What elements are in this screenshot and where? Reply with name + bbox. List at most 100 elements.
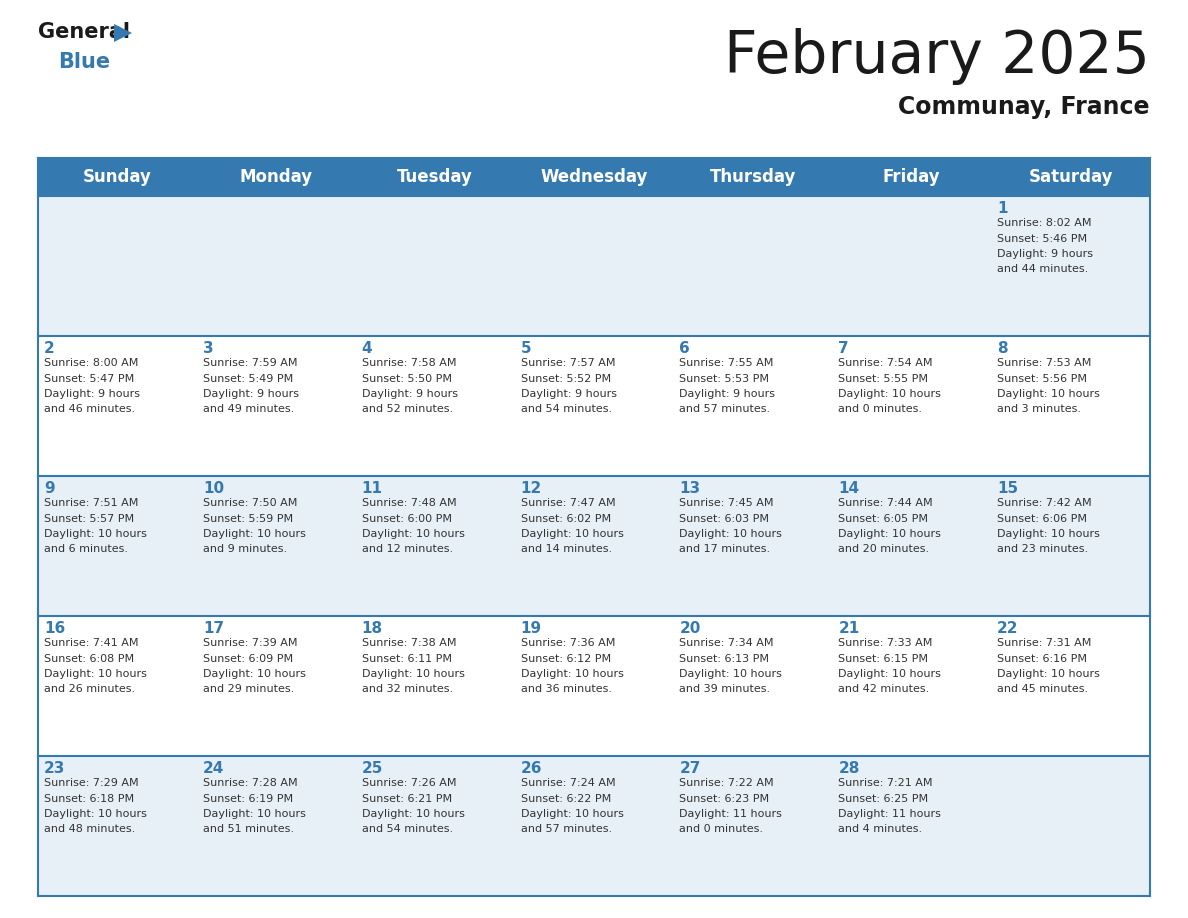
Text: and 54 minutes.: and 54 minutes. — [520, 405, 612, 415]
Text: 27: 27 — [680, 761, 701, 776]
Text: Daylight: 10 hours: Daylight: 10 hours — [520, 809, 624, 819]
Text: Daylight: 10 hours: Daylight: 10 hours — [997, 389, 1100, 399]
Bar — [833, 476, 991, 616]
Text: Sunset: 5:53 PM: Sunset: 5:53 PM — [680, 374, 770, 384]
Text: Daylight: 10 hours: Daylight: 10 hours — [203, 809, 305, 819]
Bar — [197, 476, 355, 616]
Bar — [197, 336, 355, 476]
Bar — [38, 756, 197, 896]
Bar — [514, 336, 674, 476]
Text: 8: 8 — [997, 341, 1007, 356]
Text: Sunset: 5:55 PM: Sunset: 5:55 PM — [839, 374, 928, 384]
Text: Daylight: 10 hours: Daylight: 10 hours — [44, 669, 147, 679]
Text: and 0 minutes.: and 0 minutes. — [680, 824, 764, 834]
Text: Sunrise: 7:34 AM: Sunrise: 7:34 AM — [680, 638, 773, 648]
Text: Sunset: 6:02 PM: Sunset: 6:02 PM — [520, 513, 611, 523]
Text: and 12 minutes.: and 12 minutes. — [361, 544, 453, 554]
Text: Sunrise: 7:58 AM: Sunrise: 7:58 AM — [361, 358, 456, 368]
Text: and 57 minutes.: and 57 minutes. — [520, 824, 612, 834]
Text: Sunday: Sunday — [83, 168, 152, 186]
Text: Sunset: 5:56 PM: Sunset: 5:56 PM — [997, 374, 1087, 384]
Text: Sunrise: 7:54 AM: Sunrise: 7:54 AM — [839, 358, 933, 368]
Text: Sunset: 5:50 PM: Sunset: 5:50 PM — [361, 374, 451, 384]
Text: and 9 minutes.: and 9 minutes. — [203, 544, 287, 554]
Text: Sunset: 5:47 PM: Sunset: 5:47 PM — [44, 374, 134, 384]
Text: Daylight: 10 hours: Daylight: 10 hours — [361, 809, 465, 819]
Text: Daylight: 10 hours: Daylight: 10 hours — [997, 669, 1100, 679]
Text: Sunset: 6:15 PM: Sunset: 6:15 PM — [839, 654, 928, 664]
Text: Sunset: 6:16 PM: Sunset: 6:16 PM — [997, 654, 1087, 664]
Bar — [833, 616, 991, 756]
Text: Sunset: 6:11 PM: Sunset: 6:11 PM — [361, 654, 451, 664]
Text: Friday: Friday — [883, 168, 941, 186]
Text: and 42 minutes.: and 42 minutes. — [839, 685, 929, 695]
Bar — [674, 756, 833, 896]
Bar — [833, 756, 991, 896]
Text: Sunrise: 7:22 AM: Sunrise: 7:22 AM — [680, 778, 775, 788]
Text: Sunrise: 7:42 AM: Sunrise: 7:42 AM — [997, 498, 1092, 508]
Text: and 32 minutes.: and 32 minutes. — [361, 685, 453, 695]
Text: and 17 minutes.: and 17 minutes. — [680, 544, 771, 554]
Text: Sunset: 5:46 PM: Sunset: 5:46 PM — [997, 233, 1087, 243]
Text: Daylight: 9 hours: Daylight: 9 hours — [680, 389, 776, 399]
Text: Daylight: 9 hours: Daylight: 9 hours — [361, 389, 457, 399]
Text: and 52 minutes.: and 52 minutes. — [361, 405, 453, 415]
Text: 16: 16 — [44, 621, 65, 636]
Bar — [514, 616, 674, 756]
Bar — [674, 196, 833, 336]
Text: 19: 19 — [520, 621, 542, 636]
Text: Daylight: 10 hours: Daylight: 10 hours — [44, 529, 147, 539]
Text: Daylight: 11 hours: Daylight: 11 hours — [839, 809, 941, 819]
Text: Communay, France: Communay, France — [898, 95, 1150, 119]
Bar — [197, 756, 355, 896]
Text: Sunset: 6:18 PM: Sunset: 6:18 PM — [44, 793, 134, 803]
Text: Sunset: 6:03 PM: Sunset: 6:03 PM — [680, 513, 770, 523]
Text: Sunrise: 7:21 AM: Sunrise: 7:21 AM — [839, 778, 933, 788]
Bar — [991, 336, 1150, 476]
Bar — [197, 196, 355, 336]
Text: and 4 minutes.: and 4 minutes. — [839, 824, 922, 834]
Text: 6: 6 — [680, 341, 690, 356]
Text: Sunset: 6:06 PM: Sunset: 6:06 PM — [997, 513, 1087, 523]
Text: and 3 minutes.: and 3 minutes. — [997, 405, 1081, 415]
Text: 2: 2 — [44, 341, 55, 356]
Text: Daylight: 10 hours: Daylight: 10 hours — [680, 529, 783, 539]
Text: 12: 12 — [520, 481, 542, 496]
Text: 24: 24 — [203, 761, 225, 776]
Text: Tuesday: Tuesday — [397, 168, 473, 186]
Text: 11: 11 — [361, 481, 383, 496]
Text: Sunrise: 7:39 AM: Sunrise: 7:39 AM — [203, 638, 297, 648]
Text: Saturday: Saturday — [1029, 168, 1113, 186]
Bar — [355, 336, 514, 476]
Text: Daylight: 9 hours: Daylight: 9 hours — [997, 249, 1093, 259]
Text: 4: 4 — [361, 341, 372, 356]
Text: 22: 22 — [997, 621, 1018, 636]
Text: Sunrise: 7:51 AM: Sunrise: 7:51 AM — [44, 498, 138, 508]
Text: Sunrise: 7:53 AM: Sunrise: 7:53 AM — [997, 358, 1092, 368]
Text: and 14 minutes.: and 14 minutes. — [520, 544, 612, 554]
Text: Daylight: 10 hours: Daylight: 10 hours — [520, 669, 624, 679]
Bar — [38, 158, 1150, 196]
Text: and 29 minutes.: and 29 minutes. — [203, 685, 295, 695]
Bar — [833, 196, 991, 336]
Text: Sunset: 6:12 PM: Sunset: 6:12 PM — [520, 654, 611, 664]
Bar — [991, 756, 1150, 896]
Text: Sunset: 6:08 PM: Sunset: 6:08 PM — [44, 654, 134, 664]
Text: 7: 7 — [839, 341, 849, 356]
Text: Sunrise: 7:59 AM: Sunrise: 7:59 AM — [203, 358, 297, 368]
Text: Daylight: 10 hours: Daylight: 10 hours — [520, 529, 624, 539]
Text: Sunrise: 7:29 AM: Sunrise: 7:29 AM — [44, 778, 139, 788]
Text: and 39 minutes.: and 39 minutes. — [680, 685, 771, 695]
Bar — [674, 336, 833, 476]
Text: Blue: Blue — [58, 52, 110, 72]
Text: Sunrise: 7:47 AM: Sunrise: 7:47 AM — [520, 498, 615, 508]
Bar — [38, 196, 197, 336]
Text: 10: 10 — [203, 481, 225, 496]
Polygon shape — [114, 24, 132, 42]
Text: Daylight: 10 hours: Daylight: 10 hours — [203, 669, 305, 679]
Text: Daylight: 10 hours: Daylight: 10 hours — [44, 809, 147, 819]
Text: 5: 5 — [520, 341, 531, 356]
Text: Sunrise: 7:31 AM: Sunrise: 7:31 AM — [997, 638, 1092, 648]
Text: and 49 minutes.: and 49 minutes. — [203, 405, 295, 415]
Text: and 46 minutes.: and 46 minutes. — [44, 405, 135, 415]
